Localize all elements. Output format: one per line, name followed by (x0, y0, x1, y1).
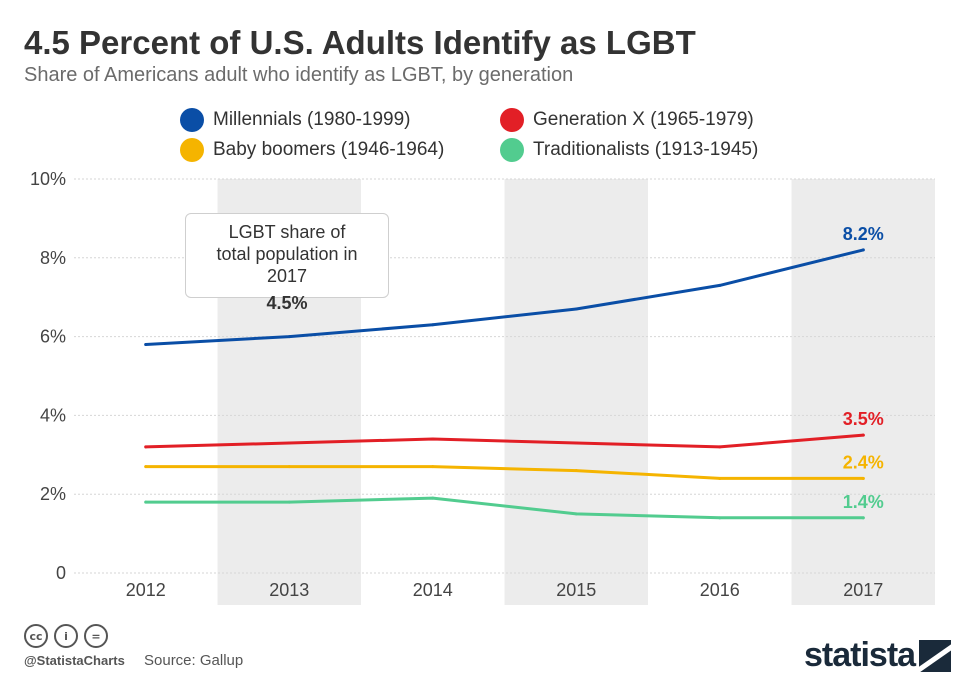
by-icon: i (54, 624, 78, 648)
legend-swatch-millennials (180, 108, 204, 132)
column-band (504, 179, 648, 605)
data-point (431, 323, 435, 327)
legend-swatch-generation-x (500, 108, 524, 132)
x-tick-label: 2014 (413, 580, 453, 600)
legend-swatch-baby-boomers (180, 138, 204, 162)
line-chart: 0 2% 4% 6% 8% 10% 2012 2013 2014 2015 2016 2017 8.2%… (30, 169, 935, 605)
brand-name: statista (804, 636, 916, 674)
cc-icon: cc (24, 624, 48, 648)
legend-item-millennials: Millennials (1980-1999) (180, 108, 411, 132)
x-tick-label: 2015 (556, 580, 596, 600)
data-point (144, 342, 148, 346)
legend-label: Baby boomers (1946-1964) (213, 139, 445, 160)
license-icons: cc i = (24, 624, 108, 648)
data-point (287, 335, 291, 339)
data-point (287, 441, 291, 445)
data-point (287, 500, 291, 504)
data-label: 1.4% (843, 492, 884, 512)
annotation-value: 4.5% (266, 293, 308, 313)
x-tick-label: 2016 (700, 580, 740, 600)
data-point (861, 476, 865, 480)
data-label: 8.2% (843, 224, 884, 244)
annotation-text: LGBT share of total population in 2017 (216, 222, 358, 286)
x-tick-label: 2017 (843, 580, 883, 600)
legend-label: Millennials (1980-1999) (213, 109, 411, 130)
source-note: Source: Gallup (144, 652, 244, 669)
legend-swatch-traditionalists (500, 138, 524, 162)
data-point (574, 441, 578, 445)
data-point (431, 437, 435, 441)
data-point (861, 433, 865, 437)
twitter-handle: @StatistaCharts (24, 653, 125, 668)
chart-title: 4.5 Percent of U.S. Adults Identify as L… (24, 24, 696, 61)
statista-logo[interactable]: statista (804, 636, 952, 675)
y-tick-label: 6% (40, 327, 66, 347)
series-line (144, 496, 865, 520)
y-tick-label: 4% (40, 405, 66, 425)
nd-icon: = (84, 624, 108, 648)
series-line (144, 248, 865, 346)
statista-mark-icon (919, 639, 952, 672)
data-point (144, 500, 148, 504)
data-point (574, 512, 578, 516)
legend-item-baby-boomers: Baby boomers (1946-1964) (180, 138, 444, 162)
x-tick-label: 2012 (126, 580, 166, 600)
data-point (287, 465, 291, 469)
data-point (861, 516, 865, 520)
legend-label: Traditionalists (1913-1945) (533, 139, 759, 160)
legend: Millennials (1980-1999) Generation X (19… (180, 108, 820, 168)
chart-subtitle: Share of Americans adult who identify as… (24, 64, 574, 86)
y-tick-label: 8% (40, 248, 66, 268)
legend-item-traditionalists: Traditionalists (1913-1945) (500, 138, 758, 162)
data-point (718, 516, 722, 520)
y-tick-label: 0 (56, 563, 66, 583)
data-point (574, 307, 578, 311)
data-point (718, 445, 722, 449)
series-line (144, 433, 865, 449)
data-point (718, 476, 722, 480)
data-point (431, 496, 435, 500)
data-point (861, 248, 865, 252)
data-point (144, 465, 148, 469)
data-label: 3.5% (843, 409, 884, 429)
y-tick-label: 10% (30, 169, 66, 189)
data-point (431, 465, 435, 469)
y-tick-label: 2% (40, 484, 66, 504)
annotation-box: LGBT share of total population in 2017 4… (185, 213, 389, 313)
series-line (144, 465, 865, 480)
legend-item-generation-x: Generation X (1965-1979) (500, 108, 754, 132)
legend-label: Generation X (1965-1979) (533, 109, 754, 130)
data-point (574, 469, 578, 473)
data-point (718, 283, 722, 287)
data-label: 2.4% (843, 452, 884, 472)
data-point (144, 445, 148, 449)
x-tick-label: 2013 (269, 580, 309, 600)
